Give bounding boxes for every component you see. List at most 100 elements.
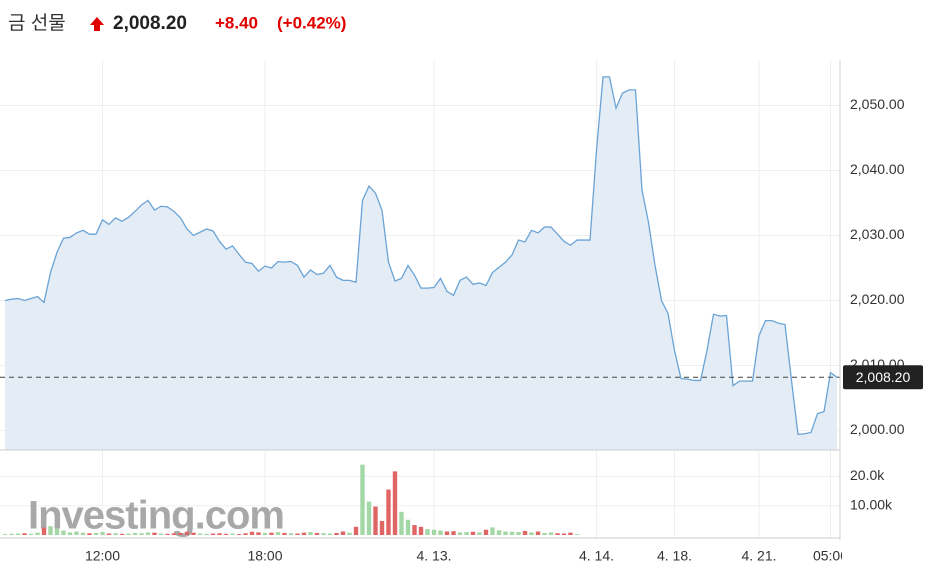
volume-bar — [184, 531, 190, 535]
volume-bar — [243, 533, 248, 535]
y-tick-label: 2,040.00 — [850, 161, 905, 177]
volume-bar — [288, 533, 294, 535]
volume-bar — [132, 532, 138, 535]
volume-bar — [204, 533, 209, 535]
volume-bar — [282, 532, 287, 535]
volume-bar — [2, 534, 8, 535]
x-tick-label: 4. 14. — [579, 548, 614, 564]
volume-bar — [548, 532, 554, 535]
volume-bar — [249, 531, 255, 535]
volume-bar — [15, 533, 21, 535]
volume-bar — [399, 511, 404, 535]
x-tick-label: 4. 13. — [416, 548, 451, 564]
plot: 12:00 18:00 4. 13. 4. 14. 4. 18. 4. 21. 05:00 I… — [0, 76, 848, 564]
volume-bar — [67, 532, 73, 535]
volume-bar — [139, 533, 144, 535]
volume-bar — [165, 533, 170, 535]
volume-bar — [535, 531, 541, 535]
volume-bar — [210, 533, 216, 535]
volume-bar — [418, 526, 424, 535]
price-change-percent: (+0.42%) — [277, 13, 346, 32]
volume-bar — [61, 530, 66, 535]
volume-bar — [542, 532, 547, 535]
area — [5, 76, 837, 451]
volume-bar — [360, 464, 365, 535]
volume-bar — [516, 532, 521, 535]
volume-bar — [457, 532, 463, 535]
volume-bar — [503, 531, 508, 535]
volume-bar — [145, 532, 151, 535]
volume-bar — [275, 532, 281, 535]
volume-bar — [119, 533, 125, 535]
volume-bar — [48, 526, 53, 535]
volume-bar — [152, 532, 157, 535]
volume-bar — [347, 532, 352, 535]
volume-bar — [555, 533, 560, 535]
volume-bar — [314, 532, 320, 535]
volume-bar — [22, 533, 27, 535]
volume-bar — [444, 531, 450, 535]
volume-bar — [28, 533, 34, 535]
volume-bar — [340, 531, 346, 535]
volume-bar — [438, 530, 443, 535]
volume-bar — [386, 489, 391, 535]
volume-bar — [373, 506, 378, 535]
volume-bar — [256, 532, 261, 535]
volume-bar — [561, 533, 567, 535]
volume-bar — [412, 525, 417, 535]
volume-bar — [451, 531, 456, 535]
volume-bar — [301, 532, 307, 535]
y-tick-label: 10.00k — [850, 496, 893, 512]
price-change: +8.40 — [215, 13, 258, 32]
volume-bar — [483, 529, 489, 535]
volume-bar — [321, 533, 326, 535]
grid — [0, 60, 840, 538]
volume-bar — [529, 532, 534, 535]
volume-bar — [334, 532, 339, 535]
volume-bar — [93, 532, 99, 535]
volume-bar — [158, 533, 164, 535]
volume-bar — [327, 533, 333, 535]
x-tick-label: 4. 21. — [741, 548, 776, 564]
y-tick-label: 2,030.00 — [850, 226, 905, 242]
x-tick-label: 05:00 — [813, 548, 848, 564]
volume-bar — [509, 531, 515, 535]
volume-bar — [490, 527, 495, 535]
volume-bar — [191, 532, 196, 535]
up-arrow — [90, 17, 104, 31]
volume-bar — [431, 529, 437, 535]
watermark: Investing.com — [28, 494, 284, 538]
volume-bar — [262, 532, 268, 535]
volume-bar — [126, 533, 131, 535]
chart-title: 금 선물 — [8, 12, 66, 34]
axes: 2,000.002,010.002,020.002,030.002,040.00… — [0, 60, 923, 540]
volume-bar — [197, 533, 203, 535]
volume-bar — [217, 533, 222, 535]
last-price: 2,008.20 — [113, 13, 187, 34]
line — [4, 76, 838, 436]
y-tick-label: 2,000.00 — [850, 421, 905, 437]
volume-bar — [113, 533, 118, 535]
x-tick-label: 12:00 — [85, 548, 120, 564]
volume-bar — [54, 528, 60, 535]
volume-bar — [464, 532, 469, 535]
volume-bar — [35, 532, 40, 535]
volume-bar — [353, 526, 359, 535]
volume-bar — [41, 527, 47, 535]
volume-bar — [80, 532, 86, 535]
volume-bar — [477, 532, 482, 535]
price-box — [843, 365, 923, 390]
volume-bar — [9, 533, 14, 535]
volume-bar — [178, 532, 183, 535]
volume-bar — [106, 533, 112, 535]
x-tick-label: 18:00 — [247, 548, 282, 564]
volume-bar — [223, 533, 229, 535]
volume-bar — [236, 534, 242, 535]
volume-bar — [379, 520, 385, 535]
volume-bar — [171, 533, 177, 535]
x-tick-label: 4. 18. — [657, 548, 692, 564]
y-tick-label: 2,050.00 — [850, 96, 905, 112]
volume-bar — [295, 533, 300, 535]
volume-bar — [269, 532, 274, 535]
